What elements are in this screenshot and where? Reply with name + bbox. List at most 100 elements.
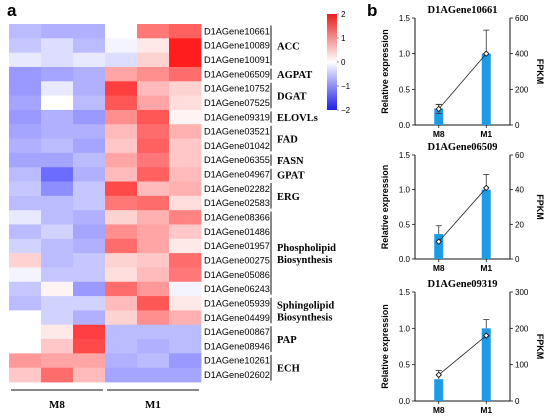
row-label: D1AGene06509	[204, 69, 270, 79]
heatmap-cell	[169, 138, 202, 154]
heatmap-cell	[137, 109, 170, 125]
heatmap-cell	[169, 181, 202, 197]
heatmap-cell	[137, 24, 170, 39]
heatmap-cell	[9, 95, 42, 111]
fpkm-point	[435, 238, 442, 245]
heatmap-cell	[9, 195, 42, 211]
right-tick-label: 400	[515, 50, 529, 59]
heatmap-cell	[9, 267, 42, 283]
left-tick-label: 0.5	[399, 361, 411, 370]
heatmap-cell	[137, 224, 170, 240]
row-label: D1AGene10089	[204, 41, 270, 51]
heatmap-cell	[105, 281, 138, 297]
group-label: ACC	[277, 41, 300, 52]
heatmap-cell	[73, 281, 106, 297]
heatmap-cell	[73, 253, 106, 268]
legend-bar	[327, 14, 337, 110]
heatmap-cell	[169, 267, 202, 283]
heatmap-cell	[137, 66, 170, 82]
row-label: D1AGene01042	[204, 141, 270, 151]
heatmap-cell	[105, 353, 138, 369]
group-label: ECH	[277, 364, 300, 375]
heatmap-cell	[169, 95, 202, 111]
legend-tick-label: 0	[341, 58, 346, 67]
heatmap-cell	[73, 138, 106, 154]
heatmap-cell	[9, 167, 42, 182]
fpkm-point	[483, 184, 490, 192]
heatmap-cell	[73, 195, 106, 211]
heatmap-cell	[9, 66, 42, 82]
heatmap-cell	[41, 167, 74, 182]
heatmap-cell	[105, 66, 138, 82]
right-axis-label: FPKM	[535, 194, 545, 220]
heatmap-cell	[73, 224, 106, 240]
heatmap-cell	[73, 310, 106, 326]
heatmap-cell	[73, 324, 106, 340]
chart-title: D1AGene06509	[428, 142, 498, 153]
group-label: Phospholipid	[277, 243, 336, 254]
heatmap-cell	[169, 210, 202, 225]
row-label: D1AGene00867	[204, 327, 270, 337]
row-label: D1AGene10752	[204, 84, 270, 94]
heatmap-cell	[9, 310, 42, 326]
row-label: D1AGene02282	[204, 184, 270, 194]
heatmap-cell	[9, 24, 42, 39]
heatmap-cell	[105, 367, 138, 383]
heatmap-cell	[41, 181, 74, 197]
row-label: D1AGene10091	[204, 55, 270, 65]
chart-title: D1AGene10661	[428, 5, 498, 16]
group-label: PAP	[277, 335, 297, 346]
heatmap-cell	[73, 24, 106, 39]
group-label: Biosynthesis	[277, 255, 332, 266]
heatmap-cell	[41, 52, 74, 68]
right-tick-label: 0	[515, 255, 520, 264]
group-label: AGPAT	[277, 70, 312, 81]
heatmap-cell	[105, 109, 138, 125]
row-label: D1AGene06355	[204, 155, 270, 165]
heatmap-cell	[9, 367, 42, 383]
panel-b-label: b	[367, 1, 377, 20]
heatmap-cell	[41, 24, 74, 39]
heatmap-cell	[41, 267, 74, 283]
right-tick-label: 20	[515, 220, 524, 229]
legend-tick-label: −1	[341, 82, 351, 91]
heatmap-cell	[9, 339, 42, 354]
heatmap-cell	[169, 38, 202, 54]
heatmap-cell	[105, 324, 138, 340]
heatmap-cell	[105, 195, 138, 211]
heatmap-cell	[41, 296, 74, 311]
heatmap-cell	[169, 281, 202, 297]
heatmap-cell	[105, 38, 138, 54]
bar	[481, 189, 491, 259]
heatmap-cell	[105, 253, 138, 268]
heatmap-cell	[41, 324, 74, 340]
heatmap-cell	[41, 195, 74, 211]
heatmap-cell	[105, 224, 138, 240]
fpkm-line	[438, 335, 487, 376]
fpkm-line	[438, 187, 487, 242]
heatmap-cell	[137, 353, 170, 369]
heatmap-cell	[41, 152, 74, 168]
bar	[434, 379, 444, 401]
heatmap-cell	[169, 52, 202, 68]
heatmap-cell	[105, 181, 138, 197]
row-label: D1AGene04967	[204, 170, 270, 180]
heatmap-cell	[9, 353, 42, 369]
heatmap-cell	[169, 367, 202, 383]
row-label: D1AGene08946	[204, 341, 270, 351]
heatmap-cell	[137, 138, 170, 154]
right-tick-label: 600	[515, 14, 529, 23]
heatmap-cell	[73, 238, 106, 254]
heatmap-cell	[169, 152, 202, 168]
heatmap-cell	[169, 353, 202, 369]
heatmap-cell	[137, 124, 170, 139]
heatmap-cell	[41, 109, 74, 125]
heatmap-cell	[73, 38, 106, 54]
heatmap-cell	[137, 81, 170, 96]
panel-a-label: a	[7, 1, 17, 20]
heatmap-cell	[105, 24, 138, 39]
group-label: FAD	[277, 135, 298, 146]
heatmap-cell	[73, 167, 106, 182]
heatmap-cell	[169, 339, 202, 354]
heatmap-cell	[137, 52, 170, 68]
